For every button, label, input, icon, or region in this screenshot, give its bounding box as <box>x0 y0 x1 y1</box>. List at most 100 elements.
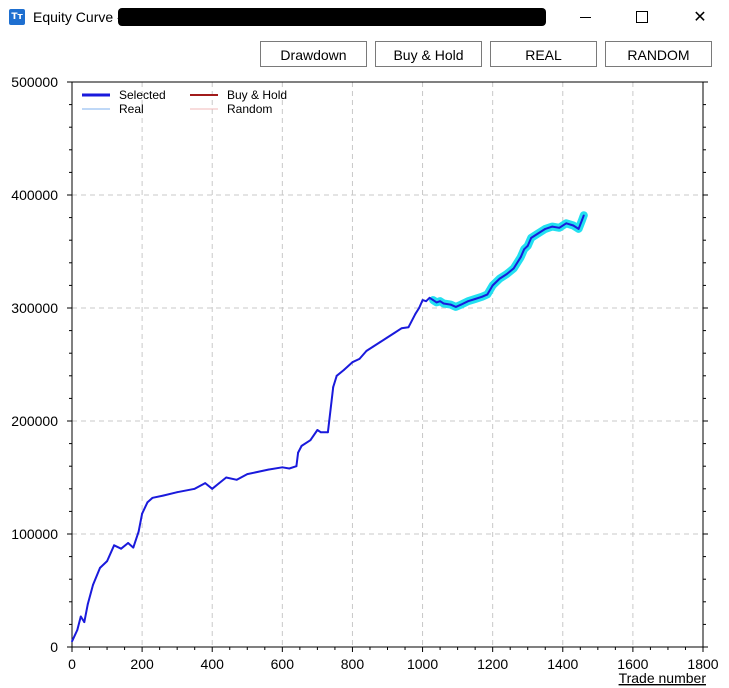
series-selected-point <box>141 512 144 515</box>
series-selected-point <box>379 341 382 343</box>
x-tick-label: 400 <box>201 656 225 672</box>
maximize-button[interactable] <box>619 0 665 34</box>
series-selected-point <box>393 331 396 334</box>
series-selected-point <box>581 218 583 221</box>
series-selected-point <box>137 530 140 533</box>
series-selected-point <box>176 491 179 494</box>
series-selected-point <box>151 496 154 499</box>
app-logo-icon: Tт <box>9 9 25 25</box>
close-button[interactable]: ✕ <box>677 0 723 34</box>
y-tick-label: 0 <box>50 639 58 655</box>
series-selected-point <box>288 467 291 470</box>
series-selected-point <box>428 296 431 299</box>
series-selected-point <box>421 299 424 301</box>
plot-frame <box>71 81 704 648</box>
series-selected-point <box>558 226 561 229</box>
y-tick-label: 200000 <box>11 413 58 429</box>
drawdown-button[interactable]: Drawdown <box>260 41 367 67</box>
x-tick-label: 200 <box>130 656 154 672</box>
buy-hold-button[interactable]: Buy & Hold <box>375 41 482 67</box>
series-selected-point <box>132 546 135 549</box>
series-selected-point <box>474 298 477 300</box>
series-selected-point <box>372 345 375 348</box>
series-selected-point <box>86 603 89 605</box>
window-title: Equity Curve - <box>33 9 122 25</box>
series-selected-point <box>351 361 354 364</box>
series-selected-point <box>71 640 73 643</box>
series-selected-point <box>211 487 214 490</box>
series-selected-point <box>582 214 585 217</box>
x-tick-label: 1600 <box>617 656 648 672</box>
x-tick-label: 800 <box>341 656 365 672</box>
series-selected-point <box>358 357 361 360</box>
series-selected-point <box>565 222 568 225</box>
minimize-button[interactable] <box>562 0 608 34</box>
series-selected-point <box>491 284 494 287</box>
series-selected-point <box>335 374 338 377</box>
series-selected-point <box>218 482 221 485</box>
series-selected-point <box>342 369 345 372</box>
axes: 0 200 400 600 800 1000 1200 1400 1600 1800 0 100000… <box>11 74 718 672</box>
maximize-icon <box>636 11 648 23</box>
series-selected-point <box>530 237 533 239</box>
minimize-icon <box>579 16 591 18</box>
legend-label: Buy & Hold <box>227 88 287 102</box>
title-bar: Tт Equity Curve - ✕ <box>0 0 729 34</box>
series-selected-point <box>526 244 529 247</box>
series-selected-point <box>467 300 470 303</box>
series-selected-point <box>246 473 249 476</box>
series-selected-point <box>267 468 270 471</box>
series-selected-point <box>407 326 410 329</box>
x-tick-label: 600 <box>271 656 295 672</box>
series-selected-line <box>71 214 585 642</box>
series-selected-point <box>442 302 445 305</box>
x-tick-label: 0 <box>68 656 76 672</box>
y-tick-label: 300000 <box>11 300 58 316</box>
series-selected-point <box>99 567 101 569</box>
series-selected-point <box>481 295 484 298</box>
series-selected-point <box>439 300 441 303</box>
grid <box>72 81 704 647</box>
series <box>71 211 588 643</box>
y-tick-label: 400000 <box>11 187 58 203</box>
series-selected-point <box>498 277 501 280</box>
series-selected-point <box>300 444 303 447</box>
series-selected-point <box>309 439 312 442</box>
legend-label: Real <box>119 102 144 116</box>
legend: Selected Buy & Hold Real Random <box>82 88 287 116</box>
series-selected-point <box>162 494 165 497</box>
series-selected-point <box>113 544 115 547</box>
series-selected-point <box>316 429 319 431</box>
series-selected-point <box>551 225 554 228</box>
series-selected-point <box>432 299 434 301</box>
y-tick-label: 100000 <box>11 526 58 542</box>
series-selected-point <box>577 228 580 230</box>
series-selected-point <box>414 312 417 315</box>
series-selected-point <box>319 431 322 434</box>
series-selected-point <box>435 301 438 304</box>
series-selected-point <box>572 224 575 227</box>
series-selected-point <box>505 273 508 275</box>
series-selected-point <box>76 629 79 631</box>
x-tick-label: 1000 <box>407 656 438 672</box>
x-tick-label: 1200 <box>477 656 508 672</box>
series-selected-point <box>454 305 457 308</box>
title-redaction <box>118 8 546 26</box>
random-button[interactable]: RANDOM <box>605 41 712 67</box>
series-selected-point <box>79 615 82 618</box>
series-selected-highlight <box>429 211 588 311</box>
legend-label: Random <box>227 102 272 116</box>
real-button[interactable]: REAL <box>490 41 597 67</box>
series-selected-point <box>386 336 389 339</box>
x-tick-label: 1400 <box>547 656 578 672</box>
series-selected-point <box>256 470 259 473</box>
series-selected-point <box>127 542 129 544</box>
series-selected-point <box>146 501 149 504</box>
series-selected-point <box>523 248 526 251</box>
series-selected-point <box>295 465 298 468</box>
series-selected-point <box>512 267 515 270</box>
series-selected-point <box>365 350 368 352</box>
series-selected-point <box>418 307 420 309</box>
series-selected-point <box>235 478 238 481</box>
